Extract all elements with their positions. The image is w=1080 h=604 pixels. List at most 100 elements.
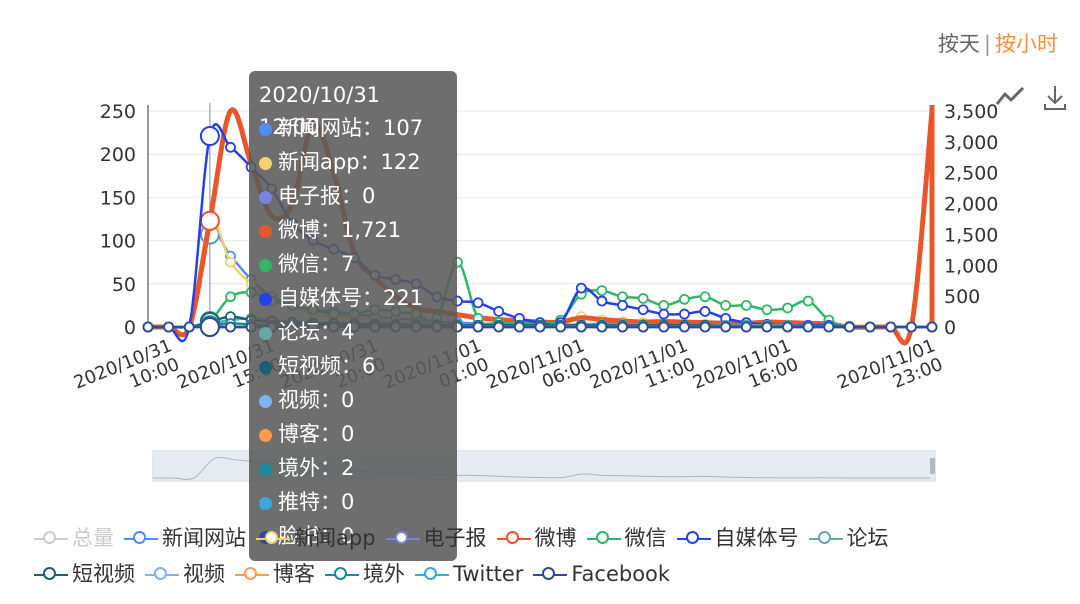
data-point bbox=[472, 297, 484, 309]
tooltip-row: 电子报：0 bbox=[259, 179, 447, 213]
legend-item[interactable]: 总量 bbox=[34, 522, 114, 552]
series-color-dot bbox=[259, 429, 272, 442]
legend-marker-icon bbox=[235, 566, 269, 584]
legend-label: 微博 bbox=[534, 526, 577, 550]
data-point bbox=[720, 299, 732, 311]
legend-marker-icon bbox=[415, 566, 449, 584]
tooltip-series-name: 短视频： bbox=[278, 354, 362, 378]
legend-item[interactable]: 短视频 bbox=[34, 558, 135, 588]
legend-item[interactable]: 视频 bbox=[145, 558, 225, 588]
tooltip-series-name: 新闻网站： bbox=[278, 116, 383, 140]
series-color-dot bbox=[259, 327, 272, 340]
data-point bbox=[658, 321, 670, 333]
tooltip-title: 2020/10/31 12:00 bbox=[259, 83, 381, 139]
data-point bbox=[596, 285, 608, 297]
tooltip-series-name: 电子报： bbox=[278, 184, 362, 208]
data-point bbox=[472, 321, 484, 333]
y-right-tick-label: 3,000 bbox=[944, 132, 998, 154]
data-point bbox=[183, 321, 195, 333]
series-color-dot bbox=[259, 395, 272, 408]
legend-marker-icon bbox=[586, 530, 621, 548]
legend-item[interactable]: 微博 bbox=[496, 522, 577, 552]
tooltip-series-value: 2 bbox=[341, 456, 355, 480]
legend-item[interactable]: 微信 bbox=[586, 522, 667, 552]
tooltip-row: 境外：2 bbox=[259, 451, 447, 485]
tooltip-series-value: 7 bbox=[341, 252, 355, 276]
data-point bbox=[885, 321, 897, 333]
series-color-dot bbox=[259, 191, 272, 204]
y-right-tick-label: 500 bbox=[944, 286, 980, 308]
highlight-point bbox=[199, 210, 220, 231]
tooltip-row: 微博：1,721 bbox=[259, 213, 447, 247]
legend-item[interactable]: 新闻app bbox=[256, 522, 376, 552]
legend-marker-icon bbox=[256, 530, 290, 548]
line-chart-icon[interactable] bbox=[995, 86, 1025, 105]
tooltip-series-name: 微信： bbox=[278, 252, 341, 276]
tooltip-row: 论坛：4 bbox=[259, 315, 447, 349]
data-point bbox=[802, 321, 814, 333]
data-point bbox=[782, 302, 793, 314]
data-point bbox=[617, 291, 628, 303]
series-color-dot bbox=[259, 463, 272, 476]
y-right-tick-label: 2,000 bbox=[944, 194, 998, 216]
legend-marker-icon bbox=[325, 566, 359, 584]
download-icon[interactable] bbox=[1044, 86, 1066, 110]
data-point bbox=[225, 291, 236, 303]
zoom-handle-right[interactable] bbox=[930, 458, 935, 474]
data-point bbox=[493, 321, 505, 333]
y-left-tick-label: 150 bbox=[100, 187, 136, 209]
data-point bbox=[596, 321, 608, 333]
legend-marker-icon bbox=[533, 566, 568, 584]
data-point bbox=[699, 321, 711, 333]
legend-item[interactable]: 博客 bbox=[235, 558, 315, 588]
tooltip-series-value: 221 bbox=[383, 286, 424, 310]
legend-row: 短视频 视频 博客 境外 Twitter Facebook bbox=[34, 558, 680, 588]
legend-label: 视频 bbox=[183, 562, 225, 586]
legend-label: 博客 bbox=[273, 562, 315, 586]
legend-marker-icon bbox=[145, 566, 179, 584]
by-day-button[interactable]: 按天 bbox=[937, 32, 980, 56]
tooltip-row: 新闻网站：107 bbox=[259, 111, 447, 145]
legend-item[interactable]: 电子报 bbox=[385, 522, 487, 552]
y-left-tick-label: 50 bbox=[112, 274, 136, 296]
tooltip-series-value: 0 bbox=[341, 490, 355, 514]
tooltip-row: 微信：7 bbox=[259, 247, 447, 281]
legend-item[interactable]: Twitter bbox=[415, 562, 523, 586]
tooltip-series-name: 微博： bbox=[278, 218, 341, 242]
data-point bbox=[534, 321, 546, 333]
legend-item[interactable]: 论坛 bbox=[808, 522, 889, 552]
series-color-dot bbox=[259, 157, 272, 170]
legend-item[interactable]: 境外 bbox=[325, 558, 405, 588]
data-point bbox=[699, 291, 711, 303]
legend-marker-icon bbox=[496, 530, 531, 548]
legend-item[interactable]: 新闻网站 bbox=[124, 522, 246, 552]
y-right-tick-label: 1,500 bbox=[944, 224, 998, 246]
series-color-dot bbox=[259, 225, 272, 238]
data-point bbox=[225, 256, 236, 268]
legend-item[interactable]: Facebook bbox=[533, 562, 670, 586]
data-point bbox=[225, 321, 236, 333]
tooltip-row: 博客：0 bbox=[259, 417, 447, 451]
data-point bbox=[142, 321, 154, 333]
legend-item[interactable]: 自媒体号 bbox=[676, 522, 799, 552]
legend-marker-icon bbox=[385, 530, 420, 548]
data-point bbox=[740, 299, 752, 311]
legend-marker-icon bbox=[676, 530, 711, 548]
legend-label: 境外 bbox=[363, 562, 405, 586]
tooltip-series-value: 6 bbox=[362, 354, 376, 378]
tooltip-series-value: 0 bbox=[341, 524, 355, 548]
tooltip-rows: 新闻网站：107 新闻app：122 电子报：0 微博：1,721 微信：7 自媒体号：2… bbox=[259, 111, 447, 553]
y-right-tick-label: 3,500 bbox=[944, 101, 998, 123]
tooltip-series-name: 脸书： bbox=[278, 524, 341, 548]
data-point bbox=[575, 282, 587, 294]
tooltip-row: 自媒体号：221 bbox=[259, 281, 447, 315]
legend-marker-icon bbox=[34, 566, 68, 584]
tooltip-row: 新闻app：122 bbox=[259, 145, 447, 179]
by-hour-button[interactable]: 按小时 bbox=[995, 32, 1058, 56]
tooltip-series-value: 122 bbox=[380, 150, 421, 174]
series-color-dot bbox=[259, 123, 272, 136]
chart-axes: 0 50 100 150 200 250 0 500 1,000 1,500 2,000 2,500 3… bbox=[71, 101, 998, 394]
data-point bbox=[493, 306, 505, 317]
